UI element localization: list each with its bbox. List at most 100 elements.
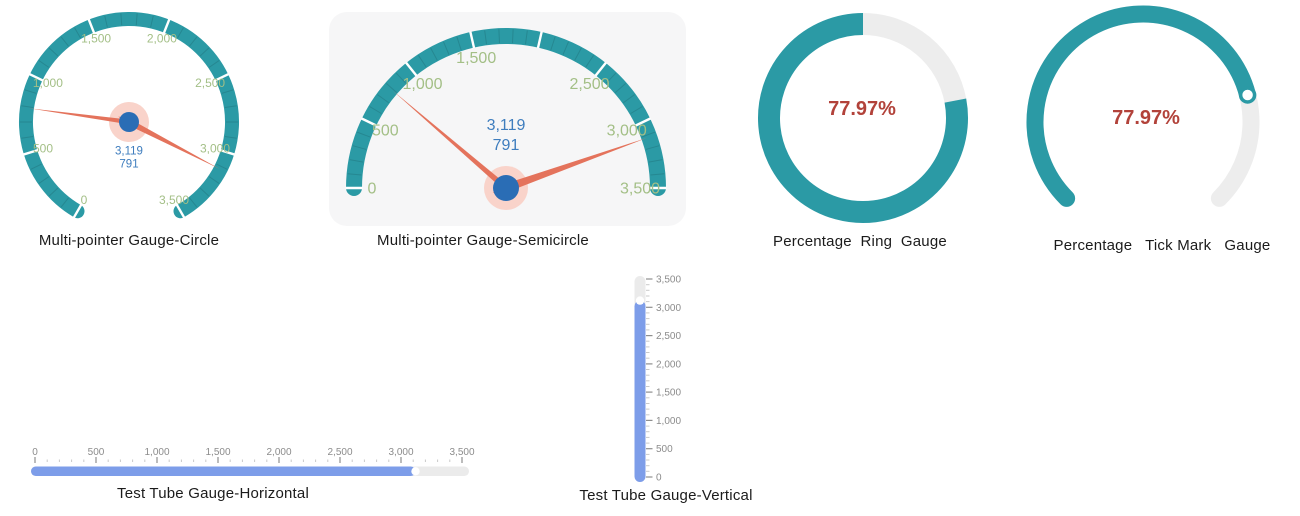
minor-tick [512,29,514,44]
axis-label: 1,500 [81,31,111,45]
axis-label: 3,500 [159,193,189,207]
minor-tick [562,41,569,55]
major-tick-split [162,18,171,34]
minor-tick [60,36,69,47]
major-tick-split [634,117,652,127]
axis-label: 3,000 [607,123,647,140]
minor-tick [224,105,237,109]
gauge-value-text: 3,119 [487,117,526,134]
title-test-tube-gauge-horizontal: Test Tube Gauge-Horizontal [117,485,309,502]
major-tick-split [23,149,39,156]
percentage-tick-mark-gauge[interactable]: 77.97% [1025,3,1277,233]
minor-tick [645,145,660,150]
minor-tick [38,60,50,68]
minor-tick [395,72,407,84]
scale-label: 0 [32,447,38,458]
axis-label: 1,000 [402,76,442,93]
major-tick-split [404,61,418,77]
major-tick-split [28,72,44,82]
progress-marker-dot [1238,86,1257,104]
scale-label: 2,500 [656,331,681,342]
minor-tick [356,131,371,138]
minor-tick [630,106,643,115]
minor-tick [48,187,59,197]
multi-pointer-gauge-semicircle[interactable]: 0 500 1,000 1,500 2,500 3,000 3,500 3,119 791 [325,8,691,230]
percentage-ring-gauge-canvas[interactable]: 77.97% [750,5,978,233]
minor-tick [623,94,635,104]
minor-tick [221,89,234,94]
minor-tick [347,173,362,176]
minor-tick [216,163,228,170]
gauge-value-text: 791 [493,137,520,154]
minor-tick [349,159,364,163]
minor-tick [177,27,184,39]
minor-tick [208,176,220,184]
major-tick-split [175,204,186,219]
test-tube-gauge-horizontal[interactable]: 0 500 1,000 1,500 2,000 2,500 3,000 3,500 [25,440,495,484]
scale-label: 3,000 [388,447,413,458]
scale-label: 2,000 [656,359,681,370]
minor-tick [60,197,69,208]
minor-tick [614,83,627,93]
minor-tick [74,27,81,39]
minor-tick [641,131,656,138]
progress-arc [1026,5,1257,207]
title-percentage-ring-gauge: Percentage Ring Gauge [773,233,947,250]
title-test-tube-gauge-vertical: Test Tube Gauge-Vertical [579,487,753,504]
minor-tick [369,106,382,115]
minor-tick [443,41,450,55]
major-tick-split [469,31,476,49]
percentage-ring-gauge[interactable]: 77.97% [750,5,978,233]
scale-label: 3,500 [449,447,474,458]
multi-pointer-gauge-semicircle-canvas[interactable]: 0 500 1,000 1,500 2,500 3,000 3,500 3,119 791 [325,8,691,230]
minor-tick [21,105,34,109]
minor-tick [417,55,427,68]
scale-label: 0 [656,473,662,484]
test-tube-gauge-vertical-canvas[interactable]: 0 500 1,000 1,500 2,000 2,500 3,000 3,500 [620,268,790,486]
test-tube-gauge-vertical[interactable]: 0 500 1,000 1,500 2,000 2,500 3,000 3,500 [620,268,790,486]
minor-tick [199,47,210,57]
percentage-tick-mark-gauge-canvas[interactable]: 77.97% [1025,3,1277,233]
major-tick-split [87,18,96,34]
minor-tick [24,89,37,94]
axis-label: 500 [33,142,53,156]
test-tube-gauge-horizontal-canvas[interactable]: 0 500 1,000 1,500 2,000 2,500 3,000 3,500 [25,440,495,484]
gauge-percent-text: 77.97% [828,98,896,120]
minor-tick [135,13,138,26]
axis-label: 2,500 [195,76,225,90]
major-tick-split [360,117,378,127]
scale-label: 1,000 [144,447,169,458]
axis-label: 500 [372,123,399,140]
axis-label: 3,500 [620,181,660,198]
scale-label: 2,000 [266,447,291,458]
axis-label: 2,000 [147,31,177,45]
multi-pointer-gauge-circle-canvas[interactable]: 0 500 1,000 1,500 2,000 2,500 3,000 3,500 3,1197… [8,0,258,232]
gauge-pointer [492,137,648,193]
gauge-pointer [118,116,220,169]
minor-tick [605,72,617,84]
minor-tick [484,30,488,45]
minor-tick [189,197,198,208]
multi-pointer-gauge-circle[interactable]: 0 500 1,000 1,500 2,000 2,500 3,000 3,500 3,119 7… [8,0,258,232]
minor-tick [199,187,210,197]
scale-label: 2,500 [327,447,352,458]
minor-tick [648,159,663,163]
axis-label: 3,000 [200,142,230,156]
minor-tick [650,173,665,176]
gauge-knob [119,112,139,132]
axis-label: 1,000 [33,76,63,90]
minor-tick [150,15,154,28]
axis-label: 1,500 [456,50,496,67]
minor-tick [38,176,50,184]
gauge-value-text: 3,119 [115,146,143,158]
scale-label: 1,000 [656,416,681,427]
minor-tick [352,145,367,150]
title-percentage-tick-mark-gauge: Percentage Tick Mark Gauge [1053,237,1271,254]
major-tick-split [536,31,543,49]
title-multi-pointer-gauge-circle: Multi-pointer Gauge-Circle [38,232,220,249]
minor-tick [430,47,438,61]
minor-tick [524,30,528,45]
axis-label: 2,500 [569,76,609,93]
gauge-pointer [393,90,516,196]
tube-marker-dot [411,467,420,476]
